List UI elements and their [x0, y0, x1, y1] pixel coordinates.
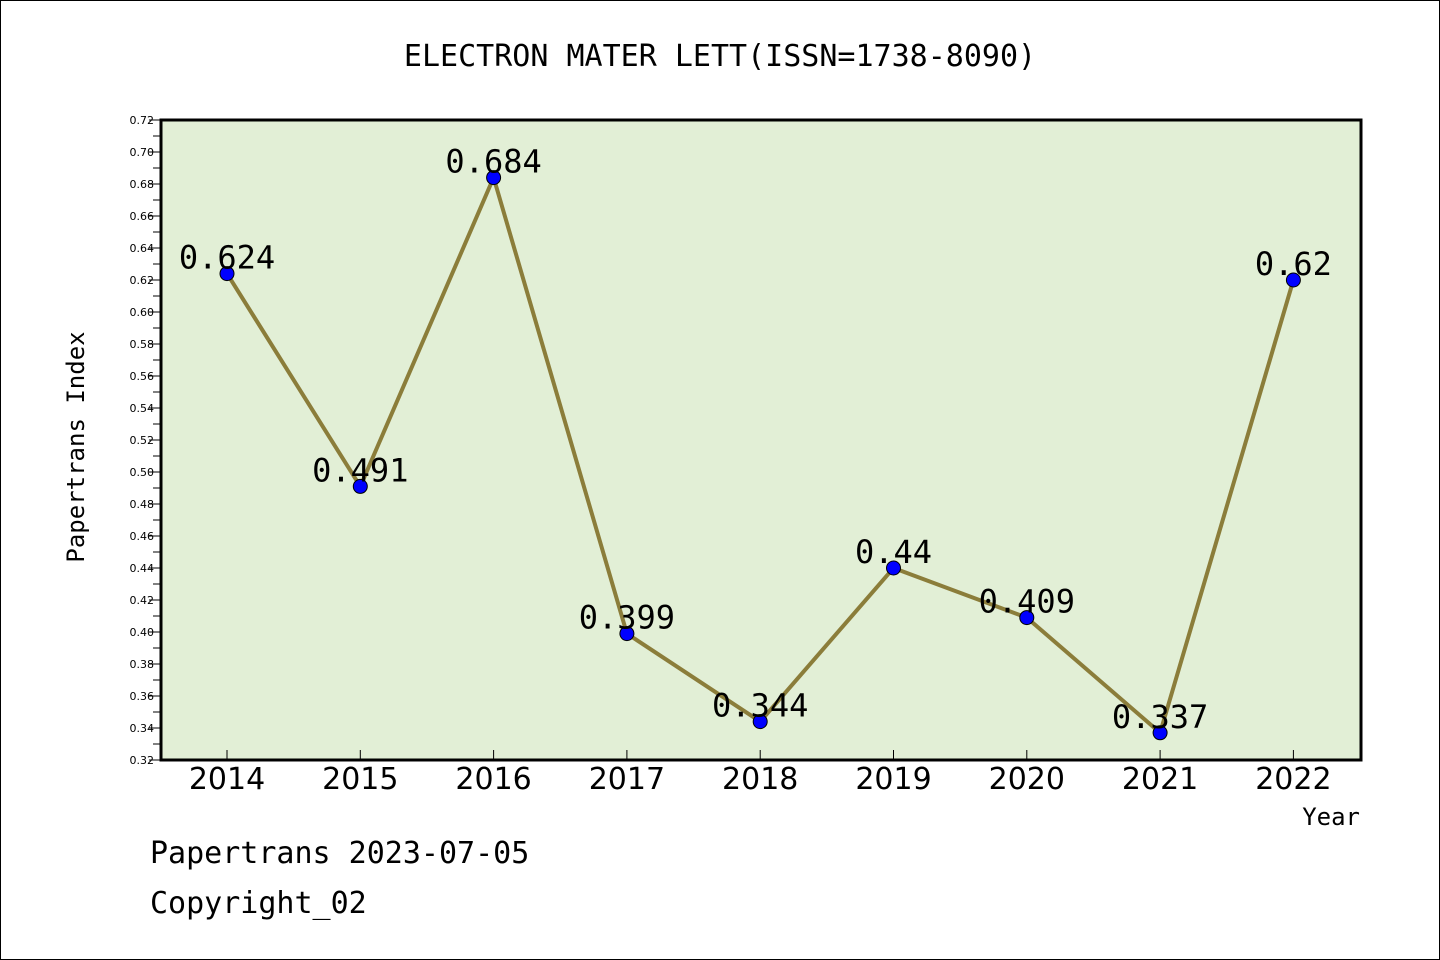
data-point: [1285, 272, 1301, 288]
chart-title: ELECTRON MATER LETT(ISSN=1738-8090): [404, 39, 1036, 74]
data-point: [619, 626, 635, 642]
plot-area: [161, 120, 1361, 760]
y-tick-label: 0.58: [130, 338, 155, 351]
x-tick-label: 2014: [189, 762, 265, 797]
y-tick-label: 0.36: [130, 690, 155, 703]
y-tick-label: 0.50: [130, 466, 155, 479]
data-labels: 0.624 0.491 0.684 0.399 0.344 0.44 0.409 0.337 0…: [179, 143, 1332, 736]
data-point: [886, 560, 901, 576]
y-tick-label: 0.60: [130, 306, 155, 319]
data-label: 0.491: [312, 451, 408, 489]
data-point: [486, 170, 502, 186]
y-tick-label: 0.70: [130, 146, 155, 159]
data-point: [219, 266, 235, 282]
data-label: 0.409: [979, 583, 1075, 621]
y-tick-label: 0.72: [130, 114, 155, 127]
x-tick-label: 2020: [989, 762, 1065, 797]
x-tick-label: 2018: [722, 762, 798, 797]
y-axis-label: Papertrans Index: [62, 331, 90, 562]
y-tick-label: 0.44: [130, 562, 155, 575]
data-markers: [219, 170, 1301, 741]
y-tick-label: 0.40: [130, 626, 155, 639]
data-point: [752, 714, 768, 730]
data-point: [1019, 610, 1035, 626]
x-tick-label: 2022: [1255, 762, 1331, 797]
data-point: [352, 478, 368, 494]
y-tick-label: 0.56: [130, 370, 155, 383]
plot-border: [159, 118, 1363, 762]
x-axis-ticks: 2014 2015 2016 2017 2018 2019 2020 2021 2022: [189, 750, 1332, 797]
y-tick-label: 0.68: [130, 178, 155, 191]
data-label: 0.399: [579, 599, 675, 637]
data-label: 0.344: [712, 687, 808, 725]
y-tick-label: 0.34: [130, 722, 155, 735]
x-tick-label: 2019: [855, 762, 931, 797]
data-label: 0.624: [179, 239, 275, 277]
y-tick-label: 0.42: [130, 594, 155, 607]
y-tick-label: 0.64: [130, 242, 155, 255]
x-axis-label: Year: [1302, 803, 1360, 831]
footer-copyright: Copyright_02: [150, 886, 367, 921]
x-tick-label: 2017: [589, 762, 665, 797]
y-tick-label: 0.48: [130, 498, 155, 511]
y-tick-label: 0.62: [130, 274, 155, 287]
x-tick-label: 2016: [455, 762, 531, 797]
data-label: 0.62: [1255, 245, 1332, 283]
x-tick-label: 2015: [322, 762, 398, 797]
y-tick-label: 0.54: [130, 402, 155, 415]
y-tick-label: 0.38: [130, 658, 155, 671]
data-label: 0.684: [445, 143, 541, 181]
x-tick-label: 2021: [1122, 762, 1198, 797]
y-tick-label: 0.46: [130, 530, 155, 543]
y-axis-ticks: 0.32 0.34 0.36 0.38 0.40 0.42 0.44 0.46 0.48 0.50…: [130, 114, 161, 767]
footer-date: Papertrans 2023-07-05: [150, 836, 530, 871]
data-label: 0.44: [855, 533, 932, 571]
data-point: [1152, 725, 1168, 741]
y-tick-label: 0.66: [130, 210, 155, 223]
y-tick-label: 0.32: [130, 754, 155, 767]
y-tick-label: 0.52: [130, 434, 155, 447]
data-label: 0.337: [1112, 698, 1208, 736]
